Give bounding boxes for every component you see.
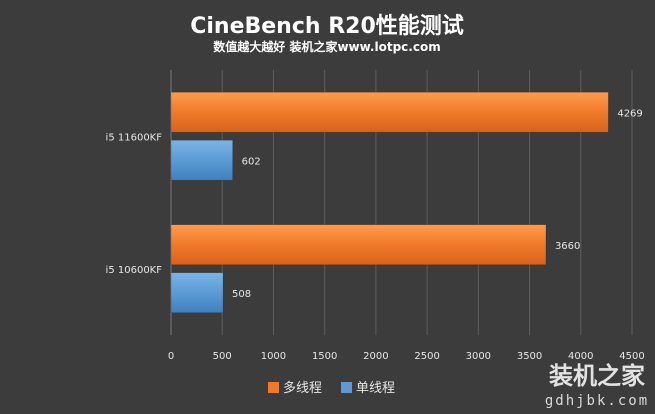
- watermark-url: gdhjbk.com: [545, 393, 649, 409]
- watermark: 装机之家 gdhjbk.com: [545, 362, 649, 409]
- data-label: 602: [242, 156, 261, 167]
- x-tick-label: 3000: [466, 351, 491, 362]
- x-tick-label: 4500: [619, 351, 644, 362]
- bar: [170, 224, 547, 266]
- bar: [170, 139, 233, 181]
- x-tick-label: 0: [168, 351, 174, 362]
- x-tick-label: 4000: [568, 351, 593, 362]
- x-tick-label: 500: [213, 351, 232, 362]
- data-labels: 4269 602 3660 508: [232, 108, 643, 300]
- data-label: 508: [232, 289, 251, 300]
- x-tick-label: 1000: [261, 351, 286, 362]
- x-tick-label: 2000: [363, 351, 388, 362]
- legend-swatch: [341, 382, 352, 393]
- legend: 多线程 单线程: [268, 380, 395, 396]
- category-labels: i5 11600KF i5 10600KF: [106, 132, 163, 276]
- chart-subtitle: 数值越大越好 装机之家www.lotpc.com: [213, 39, 440, 54]
- x-tick-label: 3500: [517, 351, 542, 362]
- x-tick-label: 1500: [312, 351, 337, 362]
- bar: [170, 91, 609, 133]
- bar: [170, 272, 224, 314]
- category-label: i5 10600KF: [106, 265, 163, 276]
- legend-swatch: [268, 382, 279, 393]
- data-label: 3660: [555, 241, 580, 252]
- x-tick-label: 2500: [414, 351, 439, 362]
- watermark-text: 装机之家: [549, 362, 645, 390]
- legend-label: 多线程: [283, 380, 322, 396]
- x-axis-ticks: 0 500 1000 1500 2000 2500 3000 3500 4000 4500: [168, 351, 645, 362]
- category-label: i5 11600KF: [106, 132, 163, 143]
- bars: [170, 91, 609, 314]
- legend-label: 单线程: [356, 381, 395, 396]
- data-label: 4269: [617, 108, 642, 119]
- chart-title: CineBench R20性能测试: [190, 13, 464, 39]
